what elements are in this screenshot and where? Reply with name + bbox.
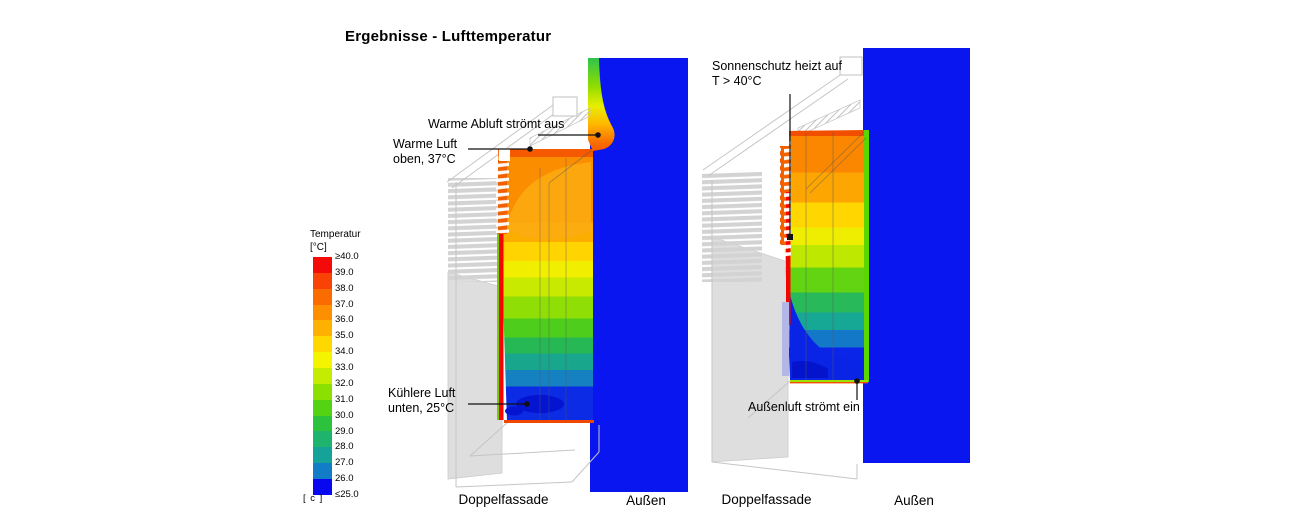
- glass-wireframe: [805, 132, 867, 380]
- annotation-leaders: [787, 94, 860, 400]
- frame-tab: [839, 56, 863, 76]
- view-left: [446, 58, 688, 492]
- legend-color-band: [313, 288, 332, 305]
- legend-tick: 27.0: [335, 457, 354, 469]
- glass-wireframe: [539, 149, 593, 422]
- label-doppelfassade-right: Doppelfassade: [721, 492, 812, 507]
- annotation-sunshade-heats: Sonnenschutz heizt auf T > 40°C: [712, 59, 842, 89]
- legend-tick: ≤25.0: [335, 488, 359, 500]
- legend-tick: 37.0: [335, 298, 354, 310]
- legend-tick: 26.0: [335, 473, 354, 485]
- legend-color-band: [313, 383, 332, 400]
- legend-tick: 31.0: [335, 393, 354, 405]
- cool-air-pool: [505, 406, 523, 416]
- wireframe-box: [711, 180, 858, 480]
- legend-tick: 28.0: [335, 441, 354, 453]
- label-aussen-right: Außen: [894, 493, 934, 508]
- frame-tab: [552, 96, 578, 117]
- wireframe-box: [455, 182, 600, 488]
- wireframe-rail: [702, 72, 844, 171]
- frame-notch: [779, 128, 789, 146]
- contour-edge: [864, 130, 869, 382]
- legend-ticks: ≥40.0 39.0 38.0 37.0 36.0 35.0 34.0 33.0 32.0 31.…: [313, 251, 373, 500]
- legend-color-band: [313, 399, 332, 416]
- annotation-outside-air-inflow: Außenluft strömt ein: [748, 400, 860, 414]
- louver-stack: [448, 178, 502, 282]
- wireframe-rail: [446, 104, 554, 183]
- sunshade-hot-strip: [786, 192, 791, 325]
- view-right: [702, 48, 970, 480]
- outside-air-field: [863, 48, 970, 463]
- temperature-legend: Temperatur [°C] ≥40.0 39.0 38.0 37.0 36.0 35.…: [303, 229, 361, 504]
- contour-edge: [790, 382, 868, 384]
- legend-color-band: [313, 320, 332, 337]
- legend-colorbar: [313, 257, 332, 495]
- wireframe-rail: [707, 78, 849, 177]
- legend-color-band: [313, 304, 332, 321]
- legend-color-band: [313, 479, 332, 495]
- blind-slats: [496, 161, 511, 233]
- legend-color-band: [313, 447, 332, 464]
- legend-tick: 29.0: [335, 425, 354, 437]
- warm-air-zone: [506, 162, 591, 240]
- sunshade-cool-strip: [782, 302, 789, 376]
- cool-air-pool: [792, 360, 828, 378]
- annotation-cool-air-bottom: Kühlere Luft unten, 25°C: [388, 386, 456, 416]
- legend-tick: 32.0: [335, 377, 354, 389]
- label-aussen-left: Außen: [626, 493, 666, 508]
- legend-title: Temperatur [°C]: [310, 229, 361, 253]
- legend-footnote: [ c ]: [303, 493, 324, 504]
- legend-color-band: [313, 463, 332, 480]
- page-title: Ergebnisse - Lufttemperatur: [345, 28, 552, 45]
- sunshade-hot-strip: [499, 233, 504, 420]
- legend-tick: ≥40.0: [335, 250, 359, 262]
- blind-slats: [779, 141, 791, 257]
- legend-color-band: [313, 352, 332, 369]
- annotation-warm-air-top: Warme Luft oben, 37°C: [393, 137, 458, 167]
- contour-edge: [790, 380, 868, 382]
- legend-color-band: [313, 431, 332, 448]
- hatched-rail: [529, 107, 591, 147]
- legend-color-band: [313, 368, 332, 384]
- legend-tick: 38.0: [335, 282, 354, 294]
- label-doppelfassade-left: Doppelfassade: [458, 492, 549, 507]
- legend-tick: 33.0: [335, 362, 354, 374]
- legend-tick: 35.0: [335, 330, 354, 342]
- louver-stack: [702, 172, 762, 282]
- legend-tick: 36.0: [335, 314, 354, 326]
- legend-color-band: [313, 257, 332, 273]
- annotation-leaders: [468, 132, 601, 407]
- contour-edge: [497, 233, 499, 420]
- frame-notch: [499, 148, 510, 161]
- annotation-warm-exhaust: Warme Abluft strömt aus: [428, 117, 565, 131]
- facade-temperature-slice: [780, 130, 866, 380]
- legend-color-band: [313, 336, 332, 353]
- legend-tick: 39.0: [335, 266, 354, 278]
- legend-color-band: [313, 272, 332, 289]
- contour-edge: [504, 420, 594, 423]
- incoming-air-wedge: [790, 295, 866, 380]
- exhaust-plume: [588, 58, 615, 151]
- legend-tick: 34.0: [335, 346, 354, 358]
- legend-tick: 30.0: [335, 409, 354, 421]
- legend-color-band: [313, 415, 332, 432]
